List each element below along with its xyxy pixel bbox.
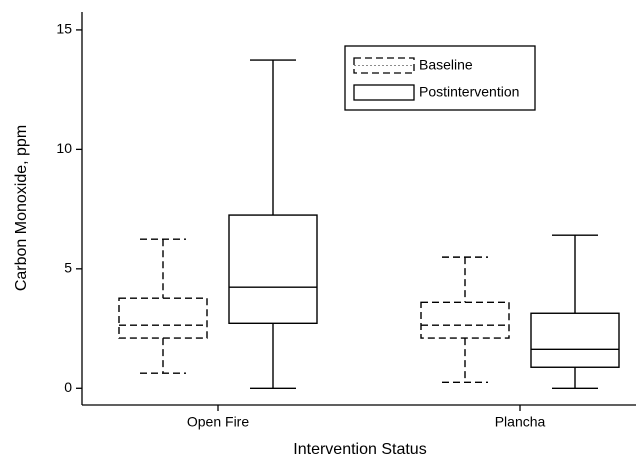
box [228, 214, 318, 324]
box [530, 312, 620, 368]
legend-swatch [353, 57, 415, 74]
y-tick-label: 15 [56, 21, 72, 37]
y-tick-label: 5 [64, 260, 72, 276]
x-tick-label: Plancha [495, 414, 546, 430]
box [420, 301, 510, 339]
legend-label: Postintervention [419, 84, 519, 100]
legend-frame [344, 45, 536, 111]
y-tick-label: 0 [64, 379, 72, 395]
legend-swatch [353, 84, 415, 101]
x-tick-label: Open Fire [187, 414, 249, 430]
legend-label: Baseline [419, 57, 473, 73]
box [118, 297, 208, 339]
y-tick-label: 10 [56, 140, 72, 156]
y-axis-label: Carbon Monoxide, ppm [13, 125, 30, 291]
x-axis-label: Intervention Status [293, 441, 426, 458]
